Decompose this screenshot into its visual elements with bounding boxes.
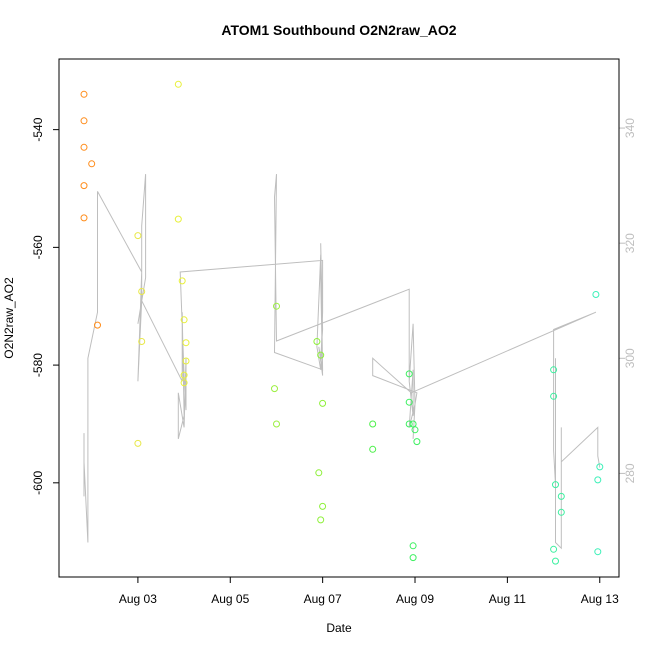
data-point [550, 545, 558, 553]
data-point [80, 90, 88, 98]
data-point [273, 420, 280, 428]
data-point [138, 288, 146, 295]
chart-title: ATOM1 Southbound O2N2raw_AO2 [221, 22, 456, 38]
data-point [182, 357, 190, 365]
data-point [315, 469, 323, 477]
y-tick-label: -560 [31, 235, 45, 259]
x-tick-label: Aug 09 [396, 592, 434, 606]
points-layer [80, 80, 604, 565]
data-point [80, 182, 88, 190]
data-point [80, 214, 88, 222]
data-point [88, 160, 96, 168]
data-point [138, 338, 146, 345]
data-point [319, 399, 327, 407]
y2-series-line-layer [83, 174, 601, 550]
y2-tick-label: 320 [623, 233, 637, 253]
data-point [174, 80, 182, 88]
data-point [180, 316, 188, 324]
y-axis-label: O2N2raw_AO2 [2, 277, 16, 359]
data-point [369, 445, 377, 453]
data-point [409, 554, 417, 562]
data-point [313, 338, 321, 345]
data-point [405, 370, 413, 378]
data-point [80, 143, 88, 151]
data-point [552, 481, 559, 489]
y2-tick-label: 300 [623, 348, 637, 368]
y-tick-label: -600 [31, 470, 45, 494]
data-point [369, 420, 377, 428]
y2-series-line [83, 174, 601, 550]
data-point [409, 542, 417, 550]
data-point [317, 516, 325, 524]
data-point [557, 492, 565, 500]
x-tick-label: Aug 11 [489, 592, 526, 606]
data-point [557, 508, 565, 516]
x-tick-label: Aug 13 [581, 592, 619, 606]
data-point [550, 392, 558, 400]
data-point [94, 321, 101, 329]
data-point [319, 502, 327, 510]
data-point [178, 277, 186, 285]
data-point [411, 426, 419, 434]
data-point [592, 291, 600, 298]
y-tick-label: -580 [31, 353, 45, 377]
data-point [180, 371, 188, 379]
data-point [134, 232, 142, 240]
data-point [134, 439, 142, 447]
data-point [174, 215, 182, 223]
x-tick-label: Aug 05 [211, 592, 249, 606]
data-point [550, 366, 558, 374]
y2-tick-label: 340 [623, 118, 637, 138]
data-point [80, 117, 88, 125]
data-point [271, 385, 278, 393]
data-point [594, 476, 602, 484]
data-point [182, 339, 190, 347]
data-point [273, 302, 280, 310]
data-point [405, 398, 413, 406]
data-point [552, 557, 559, 565]
x-tick-label: Aug 03 [119, 592, 157, 606]
x-axis-label: Date [326, 621, 352, 635]
x-tick-label: Aug 07 [304, 592, 342, 606]
axes-layer: Aug 03 Aug 05 Aug 07 Aug 09 Aug 11 Aug 13 -540… [31, 117, 637, 606]
y2-tick-label: 280 [623, 463, 637, 483]
y-tick-label: -540 [31, 117, 45, 141]
data-point [180, 379, 188, 387]
data-point [317, 351, 325, 359]
data-point [405, 420, 413, 428]
data-point [596, 463, 604, 471]
data-point [594, 548, 602, 556]
data-point [413, 438, 421, 446]
plot-frame [58, 58, 620, 578]
